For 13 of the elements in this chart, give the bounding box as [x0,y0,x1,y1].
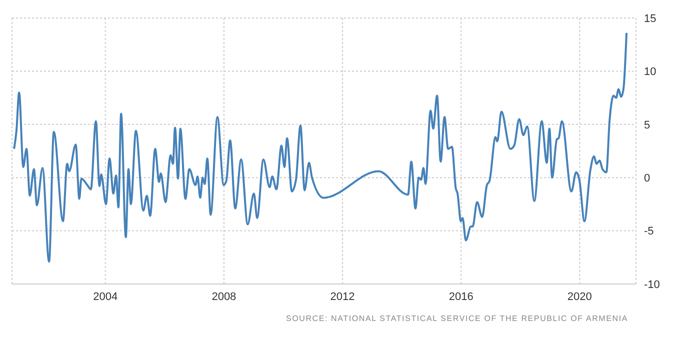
y-tick-label: 10 [644,66,656,78]
source-note: SOURCE: NATIONAL STATISTICAL SERVICE OF THE REPUBLIC OF ARMENIA [286,314,628,323]
y-tick-label: -10 [644,278,660,291]
x-tick-label: 2020 [567,290,592,303]
y-tick-label: 15 [644,12,656,25]
y-tick-label: 5 [644,119,650,132]
x-tick-label: 2016 [448,290,474,303]
line-series [13,32,628,263]
y-tick-label: -5 [644,226,654,238]
x-tick-label: 2012 [330,290,355,303]
x-tick-label: 2008 [212,290,236,303]
x-tick-label: 2004 [93,290,118,303]
y-tick-label: 0 [644,172,650,185]
